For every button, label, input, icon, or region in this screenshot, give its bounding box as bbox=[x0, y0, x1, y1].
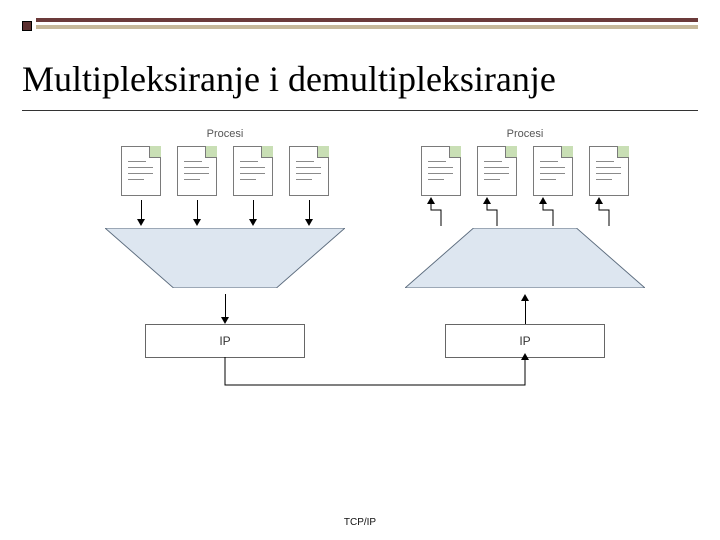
ip-box-left: IP bbox=[145, 324, 305, 358]
process-arrows-left bbox=[95, 200, 355, 226]
mux-to-ip-arrow bbox=[95, 294, 355, 324]
process-doc-icon bbox=[533, 146, 573, 196]
processes-label-right: Procesi bbox=[395, 128, 655, 140]
process-docs-left bbox=[95, 146, 355, 196]
arrow-down-icon bbox=[243, 200, 263, 226]
slide-top-decoration bbox=[22, 18, 698, 32]
process-doc-icon bbox=[289, 146, 329, 196]
process-docs-right bbox=[395, 146, 655, 196]
arrow-up-icon bbox=[599, 200, 619, 226]
ip-box-right: IP bbox=[445, 324, 605, 358]
page-title: Multipleksiranje i demultipleksiranje bbox=[22, 58, 698, 104]
arrow-down-icon bbox=[299, 200, 319, 226]
process-doc-icon bbox=[121, 146, 161, 196]
processes-label-left: Procesi bbox=[95, 128, 355, 140]
process-doc-icon bbox=[477, 146, 517, 196]
process-arrows-right bbox=[395, 200, 655, 226]
arrow-up-icon bbox=[543, 200, 563, 226]
deco-line-2 bbox=[36, 25, 698, 29]
title-underline bbox=[22, 110, 698, 111]
udp-multiplexer-node: UDP (Multiplekser) bbox=[95, 228, 355, 294]
ip-link bbox=[215, 357, 535, 397]
process-doc-icon bbox=[233, 146, 273, 196]
arrow-up-icon bbox=[431, 200, 451, 226]
process-doc-icon bbox=[589, 146, 629, 196]
arrow-up-icon bbox=[487, 200, 507, 226]
deco-square-icon bbox=[22, 21, 32, 31]
deco-line-1 bbox=[36, 18, 698, 22]
diagram: Procesi UDP (Multiplekser) IP Procesi bbox=[0, 128, 720, 488]
process-doc-icon bbox=[421, 146, 461, 196]
process-doc-icon bbox=[177, 146, 217, 196]
arrow-down-icon bbox=[187, 200, 207, 226]
ip-to-demux-arrow bbox=[395, 294, 655, 324]
multiplexer-group: Procesi UDP (Multiplekser) IP bbox=[95, 128, 355, 358]
arrow-down-icon bbox=[131, 200, 151, 226]
slide-footer: TCP/IP bbox=[0, 517, 720, 528]
demultiplexer-group: Procesi UDP (Demultiplekser) IP bbox=[395, 128, 655, 358]
udp-demultiplexer-node: UDP (Demultiplekser) bbox=[395, 228, 655, 294]
title-area: Multipleksiranje i demultipleksiranje bbox=[22, 58, 698, 111]
trapezoid-down-icon bbox=[105, 228, 345, 288]
trapezoid-up-icon bbox=[405, 228, 645, 288]
